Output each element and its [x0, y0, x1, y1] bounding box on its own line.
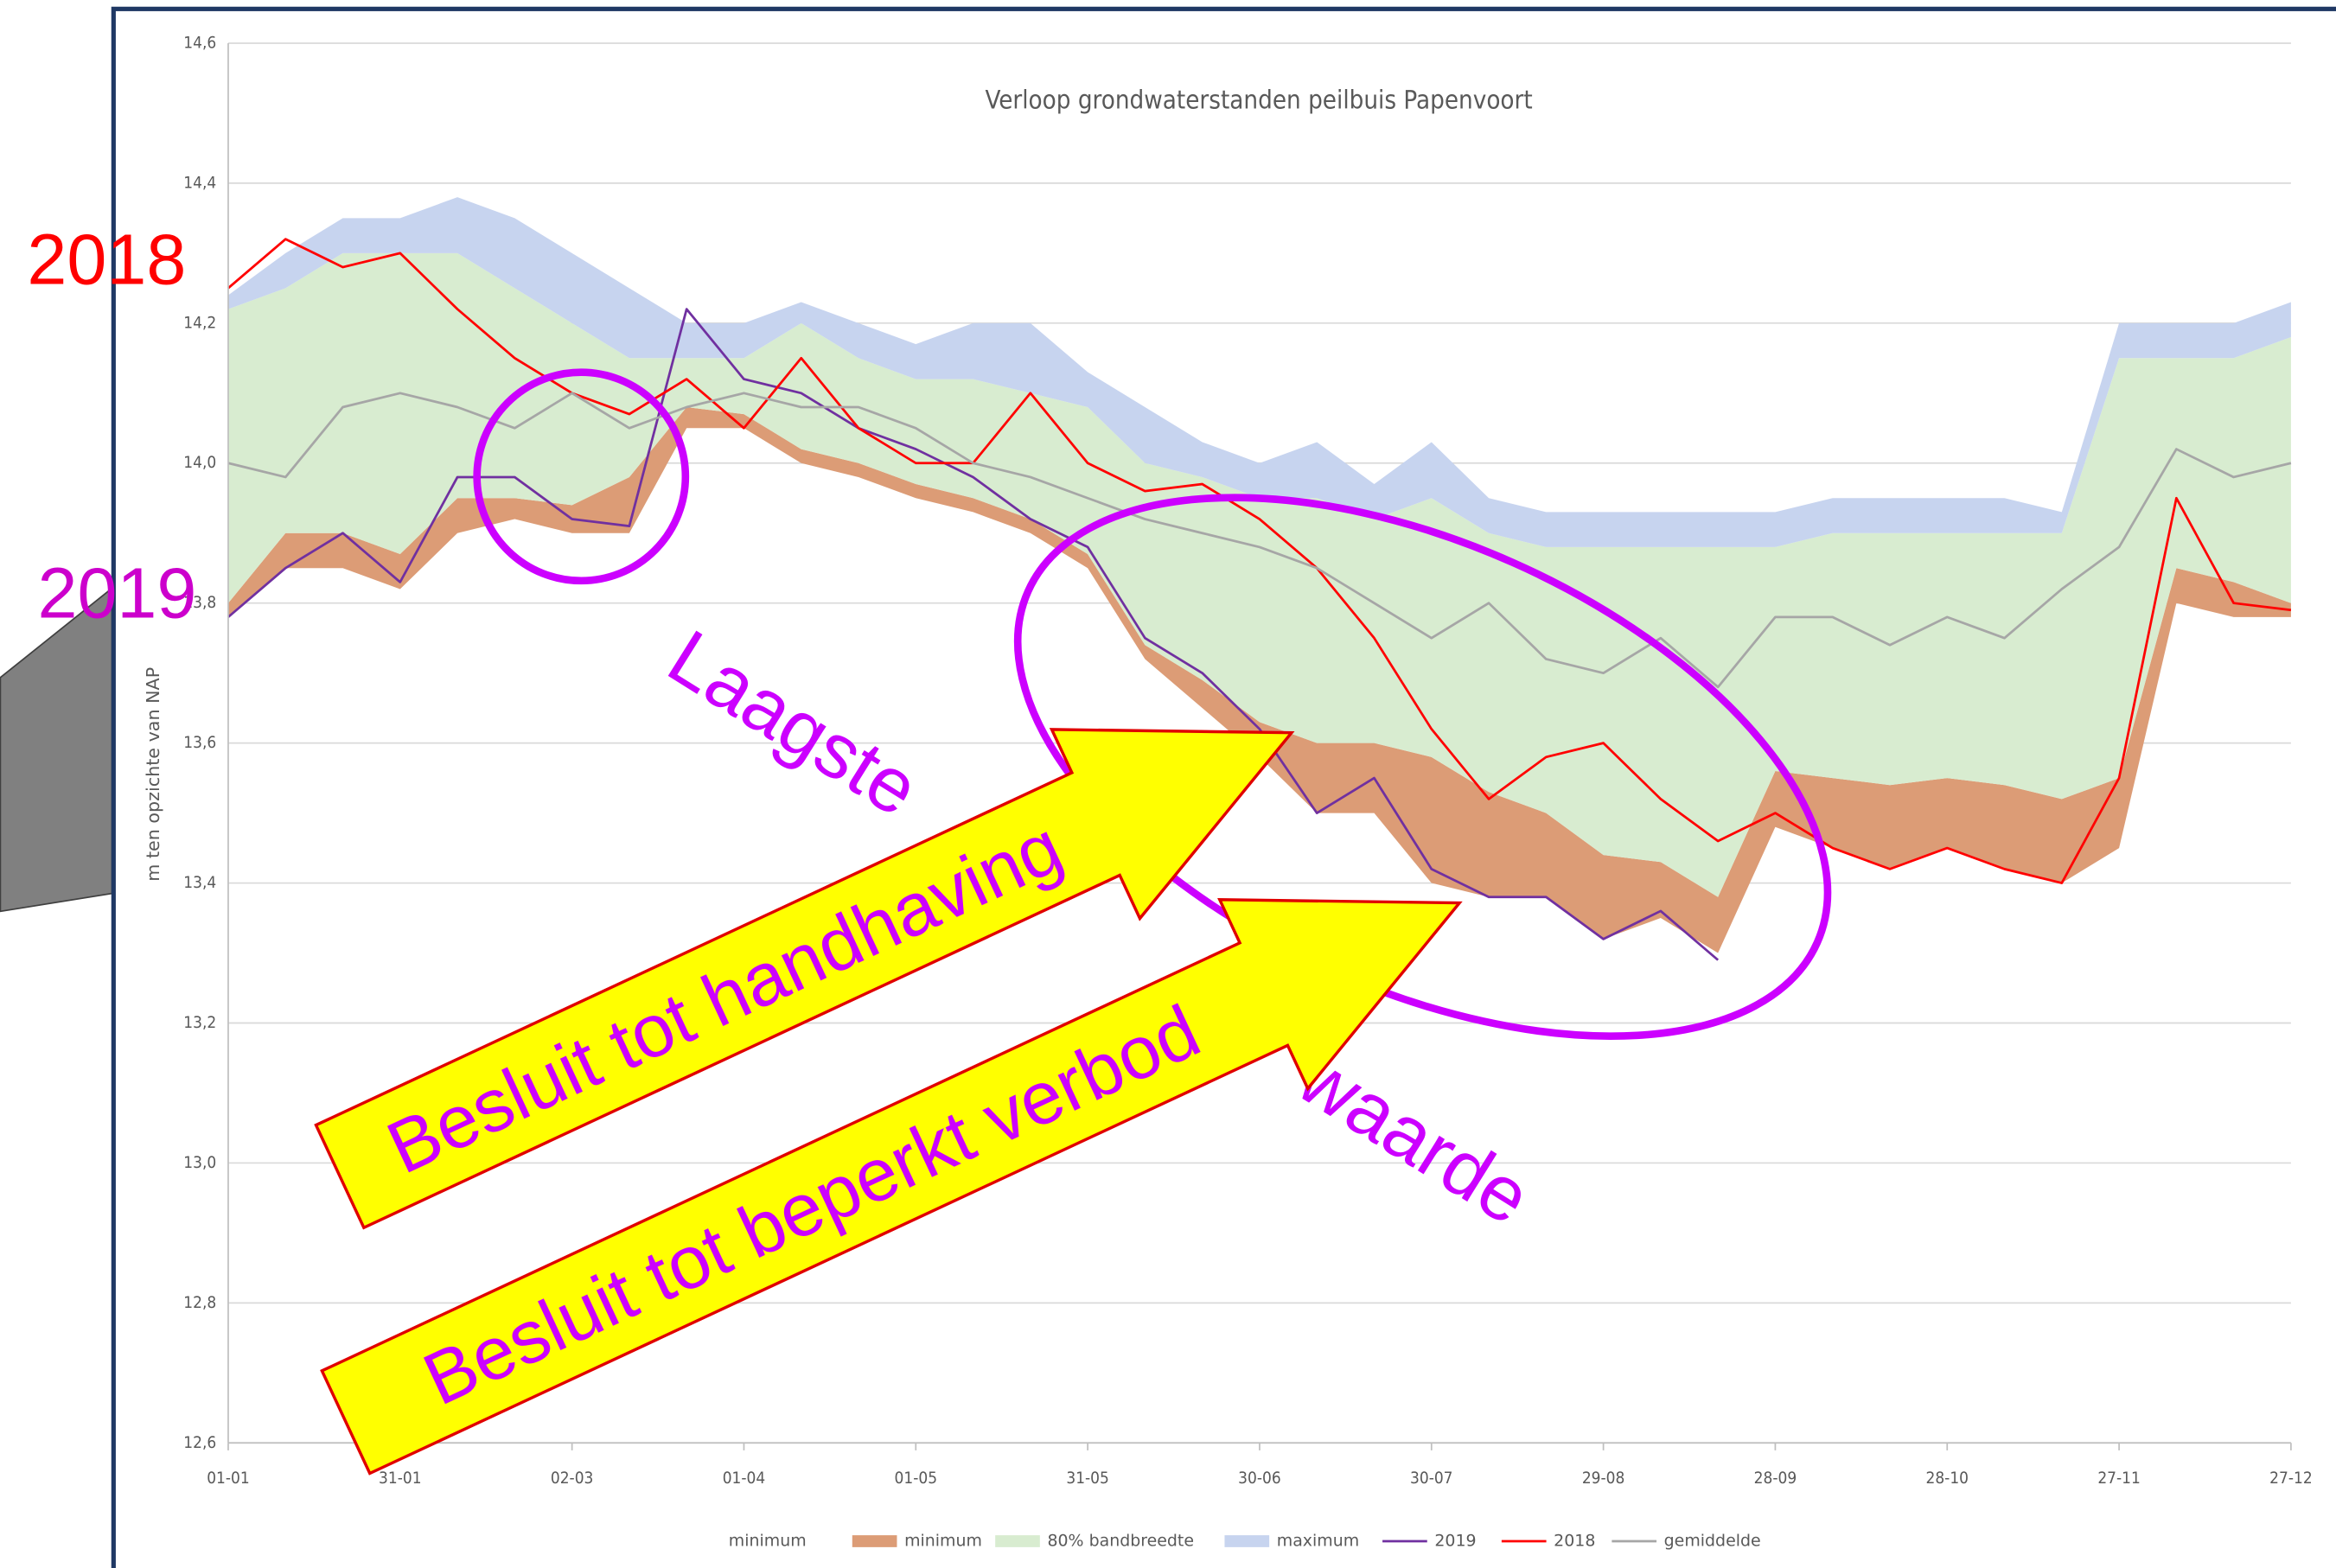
line: [227, 392, 2292, 689]
legend-swatch: [995, 1535, 1040, 1547]
y-tick-label: 14,2: [183, 313, 216, 332]
y-tick-label: 13,6: [183, 733, 216, 752]
x-tick-label: 30-06: [1238, 1469, 1281, 1488]
y-tick-label: 13,4: [183, 873, 216, 892]
legend-label: 2019: [1434, 1531, 1476, 1550]
legend-label: 2018: [1554, 1531, 1595, 1550]
annotation: 2018: [27, 219, 186, 299]
legend-label: minimum: [904, 1531, 982, 1550]
area: [227, 252, 2291, 897]
plot-area: 12,6 12,8 13,0 13,2 13,4 13,6 13,8 14,0 14,2 14,4…: [183, 33, 2312, 1488]
x-tick-label: 31-01: [379, 1469, 422, 1488]
area: [227, 197, 2291, 547]
area: [227, 406, 2291, 953]
y-tick-label: 14,0: [183, 453, 216, 472]
legend-label: maximum: [1277, 1531, 1359, 1550]
y-tick-label: 12,6: [183, 1433, 216, 1452]
x-tick-label: 27-12: [2269, 1469, 2313, 1488]
legend-label: 80% bandbreedte: [1047, 1531, 1194, 1550]
x-tick-label: 02-03: [551, 1469, 594, 1488]
arrow-shape: [314, 728, 1295, 1230]
x-tick-label: 28-09: [1754, 1469, 1797, 1488]
legend-label: minimum: [729, 1531, 807, 1550]
x-tick-label: 01-04: [723, 1469, 766, 1488]
legend-swatch: [1224, 1535, 1270, 1547]
x-tick-label: 01-05: [895, 1469, 938, 1488]
y-tick-label: 12,8: [183, 1293, 216, 1312]
x-tick-label: 29-08: [1582, 1469, 1625, 1488]
arrow-shape: [320, 898, 1463, 1476]
annotation: 2019: [37, 552, 196, 633]
chart-title: Verloop grondwaterstanden peilbuis Papen…: [985, 86, 1532, 115]
y-tick-label: 14,6: [183, 33, 216, 52]
legend: minimum minimum 80% bandbreedte maximum 2019…: [729, 1531, 1761, 1550]
y-tick-label: 13,2: [183, 1013, 216, 1032]
x-tick-label: 30-07: [1410, 1469, 1453, 1488]
legend-label: gemiddelde: [1664, 1531, 1761, 1550]
x-tick-label: 31-05: [1066, 1469, 1109, 1488]
y-tick-label: 14,4: [183, 173, 216, 192]
side-shape: [0, 586, 113, 913]
legend-swatch: [852, 1535, 897, 1547]
x-tick-label: 27-11: [2097, 1469, 2141, 1488]
highlight-circle: [473, 368, 690, 585]
x-tick-label: 28-10: [1926, 1469, 1969, 1488]
y-axis-label: m ten opzichte van NAP: [143, 667, 163, 882]
y-tick-label: 13,8: [183, 593, 216, 612]
y-tick-label: 13,0: [183, 1153, 216, 1172]
x-tick-label: 01-01: [207, 1469, 249, 1488]
